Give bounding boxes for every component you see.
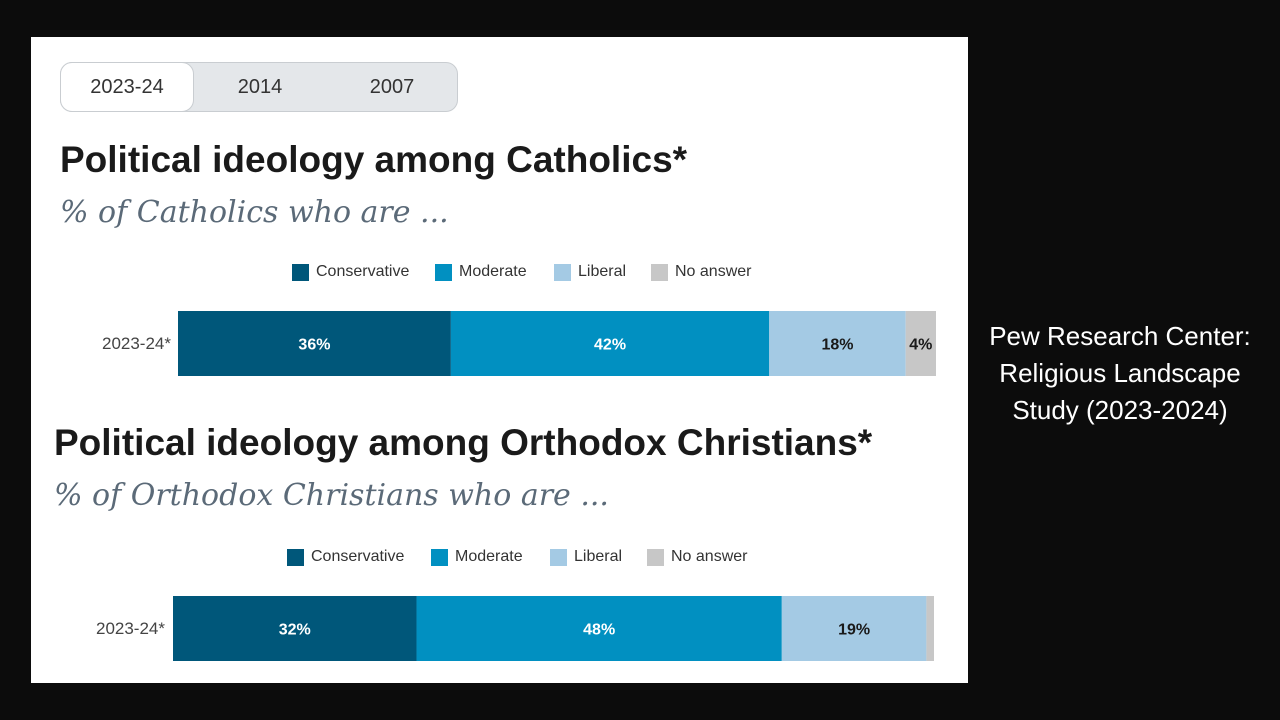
chart-title-catholics: Political ideology among Catholics*: [60, 139, 688, 180]
tab-2014[interactable]: 2014: [237, 76, 283, 98]
legend-label: Conservative: [316, 263, 410, 280]
chart-title-orthodox: Political ideology among Orthodox Christ…: [54, 422, 873, 463]
data-label-liberal: 19%: [838, 622, 870, 639]
legend-item-moderate: Moderate: [435, 261, 527, 283]
legend-swatch-moderate: [435, 263, 452, 281]
data-label-no-answer: 4%: [909, 337, 932, 354]
legend-item-liberal: Liberal: [550, 546, 622, 568]
legend-swatch-no-answer: [647, 548, 664, 566]
legend-label: No answer: [671, 548, 748, 565]
legend-label: Moderate: [455, 548, 523, 565]
stacked-bar-catholics: 36% 42% 18% 4%: [178, 311, 936, 376]
chart-panel: 2023-24 2014 2007 Political ideology amo…: [31, 37, 968, 683]
legend-orthodox: Conservative Moderate Liberal No answer: [287, 546, 767, 568]
chart-subtitle-catholics: % of Catholics who are ...: [60, 195, 449, 230]
row-label-orthodox: 2023-24*: [95, 619, 165, 638]
bar-segment-moderate: [416, 596, 782, 661]
legend-swatch-no-answer: [651, 263, 668, 281]
legend-swatch-conservative: [287, 548, 304, 566]
legend-label: Liberal: [578, 263, 627, 280]
data-label-conservative: 32%: [279, 622, 311, 639]
source-line-1: Pew Research Center:: [989, 321, 1251, 351]
legend-swatch-liberal: [554, 263, 571, 281]
legend-item-liberal: Liberal: [554, 261, 626, 283]
legend-swatch-conservative: [292, 263, 309, 281]
bar-segment-no-answer: [905, 311, 936, 376]
legend-swatch-liberal: [550, 548, 567, 566]
stacked-bar-orthodox: 32% 48% 19%: [173, 596, 934, 661]
chart-subtitle-orthodox: % of Orthodox Christians who are ...: [54, 478, 609, 513]
legend-label: Conservative: [311, 548, 405, 565]
tab-2007[interactable]: 2007: [369, 76, 415, 98]
legend-catholics: Conservative Moderate Liberal No answer: [292, 261, 772, 283]
legend-label: Moderate: [459, 263, 527, 280]
source-line-2: Religious Landscape: [999, 358, 1241, 388]
bar-segment-conservative: [178, 311, 451, 376]
legend-label: Liberal: [574, 548, 623, 565]
bar-segment-liberal: [781, 596, 927, 661]
legend-swatch-moderate: [431, 548, 448, 566]
bar-segment-liberal: [769, 311, 906, 376]
bar-segment-conservative: [173, 596, 417, 661]
source-line-3: Study (2023-2024): [1012, 395, 1228, 425]
legend-label: No answer: [675, 263, 752, 280]
bar-segment-moderate: [450, 311, 770, 376]
year-tab-group: 2023-24 2014 2007: [60, 62, 458, 112]
data-label-moderate: 48%: [583, 622, 615, 639]
legend-item-no-answer: No answer: [647, 546, 747, 568]
tab-2023-24[interactable]: 2023-24: [60, 62, 194, 112]
data-label-liberal: 18%: [821, 337, 853, 354]
source-caption: Pew Research Center: Religious Landscape…: [972, 318, 1268, 429]
legend-item-conservative: Conservative: [287, 546, 404, 568]
data-label-moderate: 42%: [594, 337, 626, 354]
legend-item-moderate: Moderate: [431, 546, 523, 568]
legend-item-no-answer: No answer: [651, 261, 751, 283]
legend-item-conservative: Conservative: [292, 261, 409, 283]
bar-segment-no-answer: [926, 596, 934, 661]
row-label-catholics: 2023-24*: [101, 334, 171, 353]
data-label-conservative: 36%: [298, 337, 330, 354]
